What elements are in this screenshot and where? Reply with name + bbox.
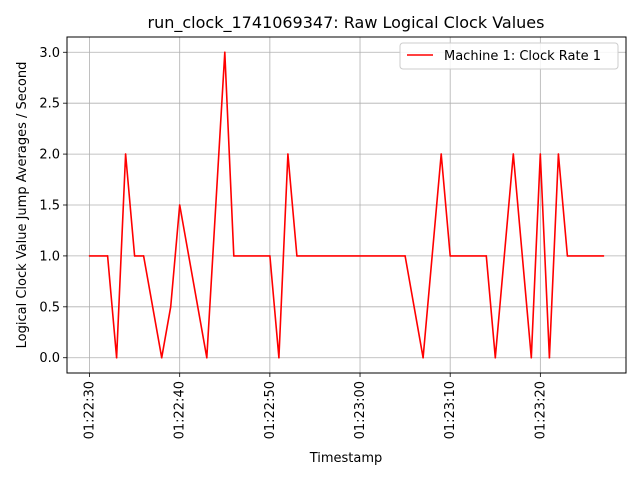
data-point <box>178 204 181 206</box>
data-point <box>160 356 163 359</box>
x-tick-label: 01:22:30 <box>83 381 98 439</box>
x-axis-label: Timestamp <box>309 451 383 466</box>
legend-box <box>399 42 619 70</box>
y-tick-label: 2.0 <box>39 148 60 163</box>
data-point <box>115 356 118 359</box>
data-point <box>124 153 127 155</box>
x-tick-label: 01:22:50 <box>263 381 278 439</box>
y-tick-label: 0.0 <box>39 351 60 366</box>
legend-label: Machine 1: Clock Rate 1 <box>444 49 601 64</box>
data-point <box>278 356 280 359</box>
x-axis-ticks: 01:22:30 01:22:40 01:22:50 01:23:00 01:23:10… <box>83 373 548 439</box>
y-tick-label: 1.5 <box>39 199 60 214</box>
data-point <box>206 356 208 359</box>
data-point <box>485 255 488 257</box>
x-tick-label: 01:23:10 <box>443 381 458 439</box>
x-tick-label: 01:23:00 <box>353 381 368 439</box>
data-point <box>287 153 289 155</box>
data-point <box>88 255 91 257</box>
x-tick-label: 01:23:20 <box>533 381 548 439</box>
chart-title: run_clock_1741069347: Raw Logical Clock … <box>148 13 545 33</box>
y-axis-ticks: 0.0 0.5 1.0 1.5 2.0 2.5 3.0 <box>39 46 67 366</box>
data-point <box>566 255 569 257</box>
y-axis-label: Logical Clock Value Jump Averages / Seco… <box>15 62 30 349</box>
legend: Machine 1: Clock Rate 1 <box>399 42 619 70</box>
data-point <box>494 356 497 359</box>
data-point <box>296 255 298 257</box>
data-point <box>539 153 542 155</box>
data-point <box>224 51 226 54</box>
y-tick-label: 3.0 <box>39 46 60 61</box>
data-point <box>449 255 452 257</box>
data-point <box>169 306 172 308</box>
y-tick-label: 2.5 <box>39 97 60 112</box>
data-point <box>133 255 136 257</box>
data-point <box>548 356 551 359</box>
y-tick-label: 0.5 <box>39 300 60 315</box>
data-point <box>142 255 145 257</box>
data-point <box>557 153 560 155</box>
data-point <box>530 356 533 359</box>
data-point <box>602 255 605 257</box>
data-point <box>233 255 235 257</box>
data-point <box>440 153 443 155</box>
data-point <box>404 255 406 257</box>
data-point <box>269 255 271 257</box>
series-lines <box>88 51 605 359</box>
data-point <box>422 356 424 359</box>
data-point <box>106 255 109 257</box>
data-point <box>512 153 515 155</box>
x-tick-label: 01:22:40 <box>173 381 188 439</box>
y-tick-label: 1.0 <box>39 249 60 264</box>
